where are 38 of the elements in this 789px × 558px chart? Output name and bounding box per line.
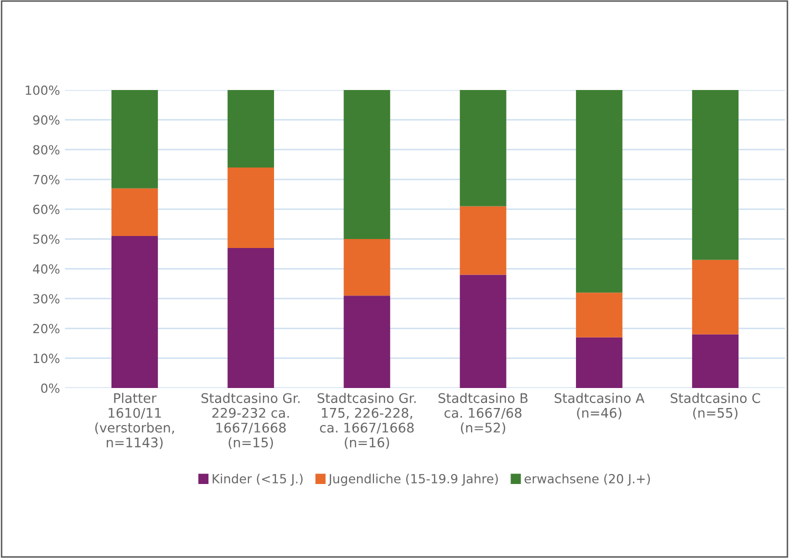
y-tick-label: 20% [33, 324, 60, 334]
bar [576, 292, 622, 338]
x-tick-label: Stadtcasino C (n=55) [670, 392, 760, 420]
x-tick-label: Platter 1610/11 (verstorben, n=1143) [95, 392, 174, 449]
y-tick-label: 10% [34, 354, 60, 364]
y-tick-label: 80% [33, 145, 60, 155]
x-tick-label: Stadtcasino Gr. 229-232 ca. 1667/1668 (n=15) [202, 392, 300, 449]
legend-label: Jugendliche (15-19.9 Jahre) [328, 474, 498, 486]
y-tick-label: 100% [26, 85, 60, 95]
bar [344, 239, 390, 296]
bar [228, 90, 274, 168]
x-tick-label: Stadtcasino B ca. 1667/68 (n=52) [438, 392, 528, 434]
legend-label: erwachsene (20 J.+) [524, 474, 650, 486]
y-tick-label: 60% [33, 204, 60, 214]
x-tick-label: Stadtcasino A (n=46) [554, 392, 644, 420]
y-tick-label: 40% [32, 264, 60, 274]
bar [460, 90, 506, 206]
bar [460, 206, 506, 275]
legend-label: Kinder (<15 J.) [212, 474, 303, 486]
y-tick-label: 0% [41, 383, 60, 393]
y-tick-label: 30% [33, 294, 60, 304]
bar [344, 296, 390, 388]
y-tick-label: 70% [33, 174, 60, 184]
bar [576, 90, 622, 293]
bar [344, 90, 390, 239]
bar [692, 260, 739, 334]
y-tick-label: 50% [33, 234, 60, 244]
bar [111, 90, 158, 188]
bar [692, 334, 739, 388]
bar [576, 337, 622, 388]
bar [228, 248, 274, 388]
x-tick-label: Stadtcasino Gr. 175, 226-228, ca. 1667/1668 (n=16) [318, 392, 416, 449]
bar [692, 90, 739, 260]
y-tick-label: 90% [33, 115, 60, 125]
bar [228, 167, 274, 248]
bar [111, 188, 158, 236]
bar [111, 236, 158, 388]
bar [460, 274, 506, 388]
